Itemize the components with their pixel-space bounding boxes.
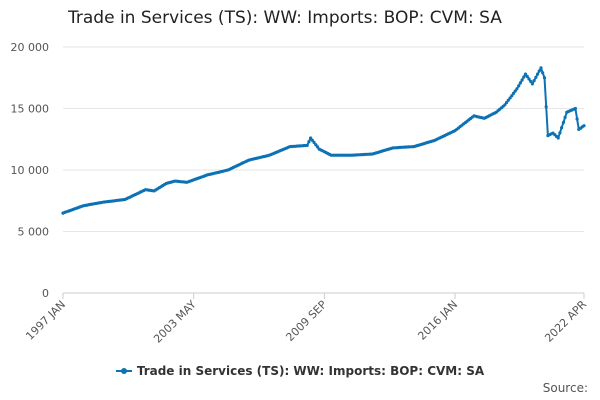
data-point[interactable]: [544, 105, 548, 109]
series-points: [61, 66, 586, 215]
data-point[interactable]: [309, 136, 313, 140]
y-axis-tick-labels: 0 5 000 10 000 15 000 20 000: [11, 41, 50, 300]
data-point[interactable]: [510, 94, 514, 98]
source-label: Source:: [542, 381, 588, 395]
x-tick-label: 2009 SEP: [283, 298, 329, 344]
x-tick-label: 2022 APR: [542, 298, 589, 345]
data-point[interactable]: [312, 140, 316, 144]
data-point[interactable]: [517, 84, 521, 88]
data-point[interactable]: [582, 124, 586, 128]
data-point[interactable]: [563, 115, 567, 119]
x-tick-label: 2016 JAN: [415, 298, 460, 343]
data-point[interactable]: [314, 143, 318, 147]
data-point[interactable]: [518, 81, 523, 85]
data-point[interactable]: [527, 77, 531, 81]
data-point[interactable]: [513, 89, 517, 93]
x-axis-tick-labels: 1997 JAN 2003 MAY 2009 SEP 2016 JAN 2022 APR: [23, 293, 589, 346]
grid: [63, 46, 584, 294]
y-tick-label: 15 000: [11, 103, 50, 116]
y-tick-label: 0: [42, 287, 49, 300]
data-point[interactable]: [529, 79, 533, 83]
legend-label: Trade in Services (TS): WW: Imports: BOP…: [136, 364, 485, 378]
data-point[interactable]: [520, 78, 524, 82]
data-point[interactable]: [532, 79, 536, 83]
data-point[interactable]: [561, 120, 566, 125]
data-point[interactable]: [508, 96, 512, 100]
legend[interactable]: Trade in Services (TS): WW: Imports: BOP…: [0, 364, 600, 378]
data-point[interactable]: [523, 72, 528, 76]
data-point[interactable]: [556, 136, 560, 140]
chart-title: Trade in Services (TS): WW: Imports: BOP…: [68, 8, 502, 28]
data-point[interactable]: [503, 103, 507, 107]
y-tick-label: 10 000: [11, 164, 50, 177]
data-point[interactable]: [542, 76, 547, 80]
data-point[interactable]: [560, 126, 564, 130]
data-point[interactable]: [530, 82, 535, 86]
y-tick-label: 20 000: [11, 41, 50, 54]
data-point[interactable]: [539, 66, 543, 70]
data-point[interactable]: [536, 72, 540, 76]
data-point[interactable]: [537, 69, 541, 73]
data-point[interactable]: [558, 131, 562, 135]
data-point[interactable]: [511, 91, 516, 95]
x-tick-label: 1997 JAN: [23, 298, 68, 343]
data-point[interactable]: [573, 106, 578, 111]
data-point[interactable]: [305, 143, 309, 147]
data-point[interactable]: [505, 100, 509, 105]
x-tick-label: 2003 MAY: [151, 298, 199, 346]
data-point[interactable]: [541, 71, 545, 75]
data-point[interactable]: [522, 75, 526, 79]
data-point[interactable]: [575, 117, 579, 121]
data-point[interactable]: [315, 145, 320, 149]
data-point[interactable]: [307, 140, 311, 144]
data-point[interactable]: [534, 75, 538, 79]
data-point[interactable]: [310, 138, 314, 142]
data-point[interactable]: [525, 74, 529, 79]
legend-swatch-icon: [115, 366, 132, 376]
y-tick-label: 5 000: [18, 226, 50, 239]
data-point[interactable]: [506, 98, 510, 102]
data-point[interactable]: [515, 87, 519, 91]
